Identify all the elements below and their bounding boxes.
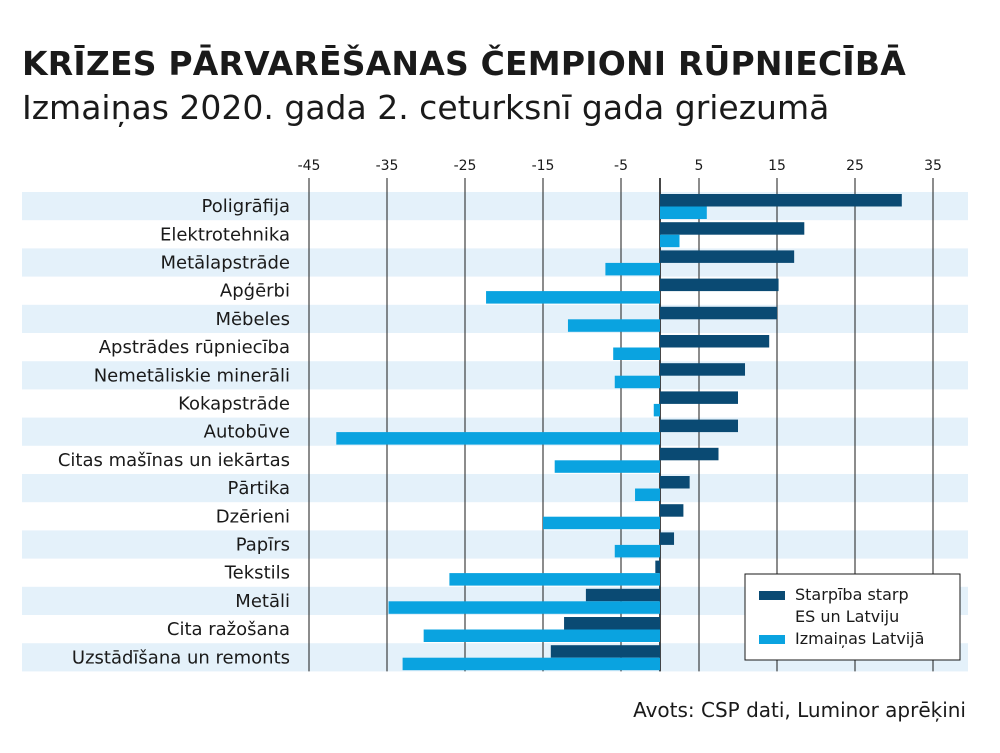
category-label: Apģērbi [220, 281, 290, 302]
bar-latvia-change [388, 601, 660, 614]
category-label: Kokapstrāde [178, 394, 290, 415]
legend-box [744, 573, 961, 661]
legend-label-eu-difference: Starpība starp [795, 585, 909, 604]
bar-eu-difference [660, 447, 719, 461]
x-tick-label: -25 [454, 158, 477, 174]
source-note: Avots: CSP dati, Luminor aprēķini [633, 698, 966, 722]
bar-latvia-change [614, 375, 660, 389]
x-tick-label: 5 [695, 158, 704, 174]
category-label: Uzstādīšana un remonts [72, 647, 290, 668]
category-label: Apstrādes rūpniecība [99, 337, 290, 358]
category-label: Cita ražošana [167, 619, 290, 640]
bar-latvia-change [449, 573, 660, 586]
legend-swatch-latvia-change [759, 635, 785, 644]
row-band [22, 361, 968, 390]
chart-subtitle: Izmaiņas 2020. gada 2. ceturksnī gada gr… [22, 88, 830, 127]
legend-swatch-eu-difference [759, 591, 785, 600]
x-tick-label: 35 [924, 158, 942, 174]
bar-eu-difference [660, 391, 738, 404]
bar-eu-difference [655, 560, 660, 574]
x-tick-label: -5 [614, 158, 628, 174]
bar-latvia-change [605, 262, 660, 276]
bar-eu-difference [660, 278, 779, 292]
category-label: Mēbeles [215, 309, 290, 330]
bar-latvia-change [614, 544, 660, 558]
category-label: Metālapstrāde [160, 253, 290, 274]
bar-eu-difference [660, 250, 795, 263]
row-band [22, 474, 968, 503]
category-label: Pārtika [228, 478, 290, 499]
bar-latvia-change [423, 629, 660, 642]
x-tick-label: -45 [298, 158, 321, 174]
x-tick-label: -35 [376, 158, 399, 174]
bar-latvia-change [567, 319, 660, 332]
category-label: Papīrs [236, 535, 290, 556]
bar-latvia-change [660, 206, 707, 219]
bar-latvia-change [336, 432, 660, 445]
category-label: Nemetāliskie minerāli [94, 365, 290, 386]
row-band [22, 304, 968, 333]
bar-latvia-change [660, 234, 680, 248]
category-label: Metāli [235, 591, 290, 612]
category-label: Elektrotehnika [160, 224, 290, 245]
bar-latvia-change [635, 488, 660, 501]
legend-label-latvia-change: Izmaiņas Latvijā [795, 629, 924, 648]
bar-eu-difference [564, 617, 660, 630]
category-label: Citas mašīnas un iekārtas [58, 450, 290, 471]
bar-eu-difference [660, 335, 770, 348]
bar-latvia-change [543, 516, 660, 530]
legend: Starpība starp ES un Latviju Izmaiņas Latv… [744, 573, 961, 661]
bar-eu-difference [660, 419, 738, 433]
bar-eu-difference [660, 504, 684, 517]
x-tick-label: 25 [846, 158, 864, 174]
bar-eu-difference [660, 194, 902, 207]
bar-eu-difference [585, 588, 660, 602]
row-band [22, 248, 968, 277]
chart-title: KRĪZES PĀRVARĒŠANAS ČEMPIONI RŪPNIECĪBĀ [22, 44, 906, 83]
x-tick-label: 15 [768, 158, 786, 174]
category-label: Dzērieni [216, 506, 290, 527]
bar-latvia-change [486, 291, 660, 304]
bar-eu-difference [660, 363, 746, 376]
bar-eu-difference [660, 476, 690, 489]
category-label: Autobūve [204, 422, 290, 443]
bar-eu-difference [660, 222, 805, 235]
bar-latvia-change [653, 403, 660, 417]
legend-label-eu-difference: ES un Latviju [795, 607, 899, 626]
bar-eu-difference [660, 532, 675, 545]
row-band [22, 530, 968, 559]
bar-latvia-change [613, 347, 660, 360]
bar-latvia-change [554, 460, 660, 473]
category-label: Poligrāfija [202, 196, 290, 217]
category-label: Tekstils [224, 563, 290, 584]
bar-eu-difference [550, 645, 660, 658]
bar-eu-difference [660, 306, 777, 320]
bar-latvia-change [402, 657, 660, 671]
x-tick-label: -15 [532, 158, 555, 174]
